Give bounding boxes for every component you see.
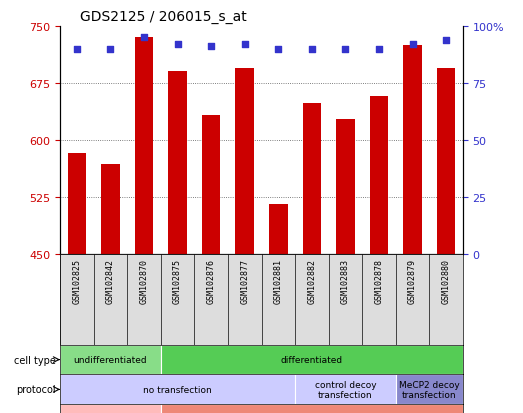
Point — [174, 42, 182, 48]
Text: MeCP2 decoy
transfection: MeCP2 decoy transfection — [399, 380, 460, 399]
Point — [375, 46, 383, 53]
Text: GSM102882: GSM102882 — [308, 259, 316, 304]
Text: GSM102842: GSM102842 — [106, 259, 115, 304]
Text: undifferentiated: undifferentiated — [74, 355, 147, 364]
Bar — [202, 115, 220, 254]
Bar — [135, 38, 153, 254]
Text: GSM102825: GSM102825 — [72, 259, 82, 304]
Point — [73, 46, 81, 53]
Bar — [60, 375, 295, 404]
Text: GSM102878: GSM102878 — [374, 259, 383, 304]
Bar — [60, 404, 161, 413]
Text: differentiated: differentiated — [281, 355, 343, 364]
Bar — [336, 119, 355, 254]
Bar — [67, 154, 86, 254]
Text: cell type: cell type — [14, 355, 56, 365]
Text: GSM102880: GSM102880 — [441, 259, 451, 304]
Point — [341, 46, 349, 53]
Bar — [269, 205, 288, 254]
Text: control decoy
transfection: control decoy transfection — [315, 380, 376, 399]
Text: GDS2125 / 206015_s_at: GDS2125 / 206015_s_at — [81, 10, 247, 24]
Bar — [94, 254, 127, 345]
Text: GSM102879: GSM102879 — [408, 259, 417, 304]
Bar — [168, 72, 187, 254]
Text: GSM102876: GSM102876 — [207, 259, 215, 304]
Bar — [429, 254, 463, 345]
Bar — [195, 254, 228, 345]
Point — [106, 46, 115, 53]
Point — [408, 42, 417, 48]
Bar — [161, 345, 463, 375]
Bar — [262, 254, 295, 345]
Point — [207, 44, 215, 50]
Bar — [403, 46, 422, 254]
Bar — [362, 254, 396, 345]
Text: GSM102881: GSM102881 — [274, 259, 283, 304]
Bar — [60, 254, 94, 345]
Bar — [303, 104, 321, 254]
Bar — [60, 345, 161, 375]
Bar — [396, 254, 429, 345]
Bar — [235, 69, 254, 254]
Text: GSM102875: GSM102875 — [173, 259, 182, 304]
Text: no transfection: no transfection — [143, 385, 212, 394]
Bar — [370, 97, 388, 254]
Text: protocol: protocol — [17, 385, 56, 394]
Bar — [161, 254, 195, 345]
Point — [308, 46, 316, 53]
Bar — [295, 375, 396, 404]
Text: GSM102870: GSM102870 — [140, 259, 149, 304]
Point — [274, 46, 282, 53]
Bar — [101, 165, 120, 254]
Bar — [161, 404, 463, 413]
Bar — [396, 375, 463, 404]
Point — [241, 42, 249, 48]
Text: GSM102883: GSM102883 — [341, 259, 350, 304]
Point — [442, 37, 450, 44]
Bar — [127, 254, 161, 345]
Point — [140, 35, 148, 41]
Bar — [228, 254, 262, 345]
Bar — [295, 254, 328, 345]
Bar — [437, 69, 456, 254]
Text: GSM102877: GSM102877 — [240, 259, 249, 304]
Bar — [328, 254, 362, 345]
